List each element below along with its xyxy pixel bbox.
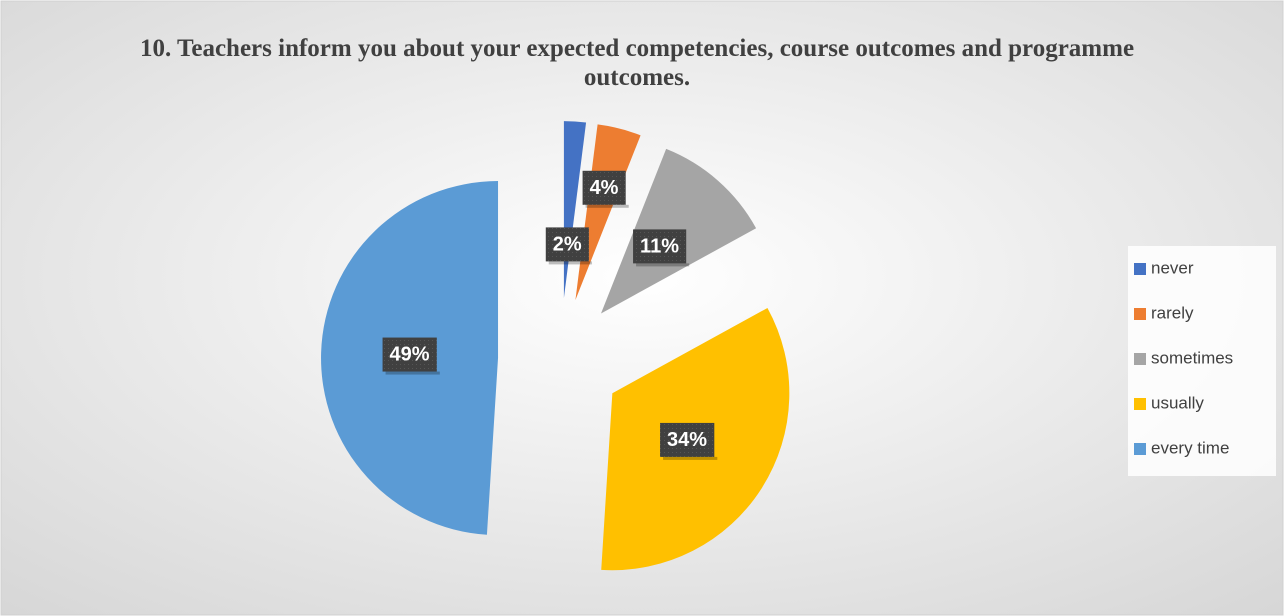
legend-label: sometimes (1151, 348, 1233, 367)
legend-swatch (1134, 263, 1146, 275)
legend-label: rarely (1151, 303, 1194, 322)
legend-swatch (1134, 308, 1146, 320)
data-label: 34% (667, 429, 707, 451)
legend-swatch (1134, 443, 1146, 455)
data-label-shadow (385, 371, 440, 375)
data-label-shadow (585, 204, 629, 208)
data-label: 4% (590, 177, 619, 199)
data-label-box (633, 229, 687, 264)
legend-label: usually (1151, 393, 1204, 412)
data-label: 49% (390, 344, 430, 366)
legend-label: never (1151, 258, 1194, 277)
legend-box (1128, 246, 1276, 476)
data-label: 11% (640, 235, 679, 257)
legend-label: every time (1151, 438, 1229, 457)
legend-swatch (1134, 353, 1146, 365)
data-label-shadow (663, 456, 718, 460)
data-label: 2% (553, 233, 582, 255)
data-label-shadow (636, 263, 690, 267)
pie-slice (575, 124, 641, 300)
data-label-box (382, 337, 437, 372)
data-label-box (582, 170, 626, 205)
data-label-shadow (548, 261, 592, 265)
data-label-box (545, 227, 589, 262)
chart-title: 10. Teachers inform you about your expec… (139, 35, 1135, 91)
data-label-box (660, 422, 715, 457)
legend-swatch (1134, 398, 1146, 410)
